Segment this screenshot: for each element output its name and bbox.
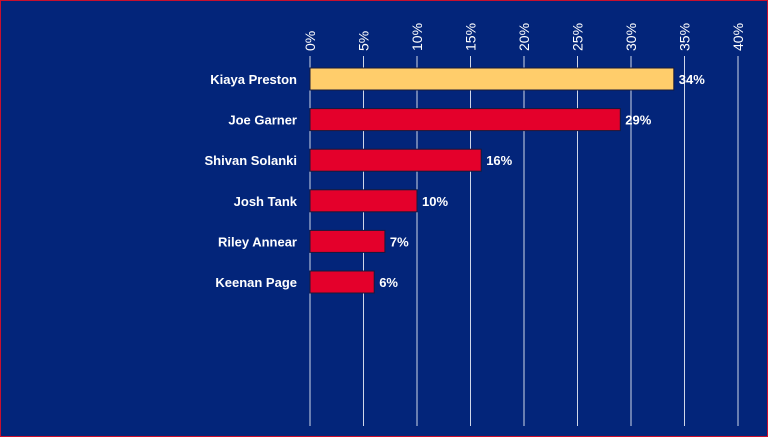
category-label: Joe Garner <box>228 113 297 128</box>
x-tick-label: 35% <box>677 23 693 51</box>
category-labels: Kiaya Preston Joe Garner Shivan Solanki Jos… <box>205 72 298 290</box>
data-label: 6% <box>379 275 398 290</box>
category-label: Shivan Solanki <box>205 153 297 168</box>
x-tick-label: 10% <box>409 23 425 51</box>
x-tick-label: 5% <box>356 31 372 51</box>
data-label: 34% <box>679 72 705 87</box>
bar <box>309 108 621 132</box>
x-tick-label: 0% <box>302 31 318 51</box>
data-label: 16% <box>486 153 512 168</box>
x-tick-label: 30% <box>623 23 639 51</box>
category-label: Keenan Page <box>215 275 297 290</box>
bar <box>309 67 675 91</box>
x-tick-label: 40% <box>730 23 746 51</box>
x-tick-label: 20% <box>516 23 532 51</box>
bars <box>309 67 675 294</box>
data-label: 7% <box>390 234 409 249</box>
category-label: Riley Annear <box>218 234 297 249</box>
bar <box>309 270 375 294</box>
category-label: Josh Tank <box>234 194 298 209</box>
bar <box>309 148 482 172</box>
x-tick-label: 25% <box>570 23 586 51</box>
x-axis-tick-labels: 0% 5% 10% 15% 20% 25% 30% 35% 40% <box>302 23 746 51</box>
bar <box>309 229 386 253</box>
category-label: Kiaya Preston <box>210 72 297 87</box>
bar <box>309 189 418 213</box>
data-label: 10% <box>422 194 448 209</box>
x-tick-label: 15% <box>463 23 479 51</box>
data-label: 29% <box>625 113 651 128</box>
data-labels: 34% 29% 16% 10% 7% 6% <box>379 72 705 290</box>
